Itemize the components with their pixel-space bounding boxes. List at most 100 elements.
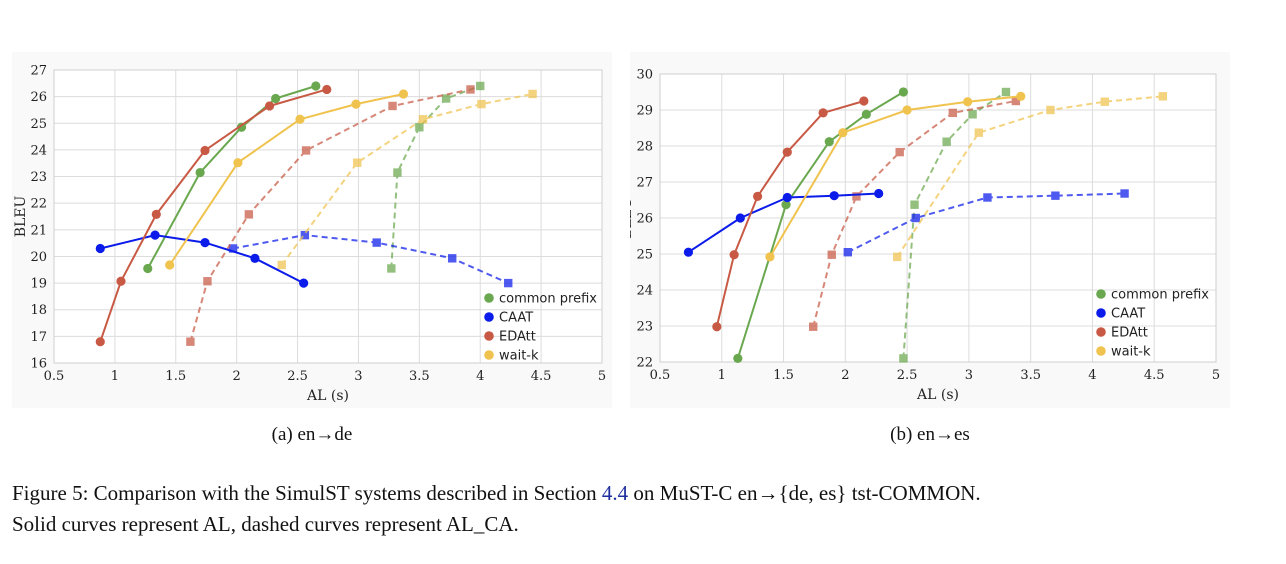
data-point-circle	[902, 105, 912, 115]
data-point-circle	[818, 108, 828, 118]
y-tick-label: 25	[636, 248, 653, 263]
legend-label-caat: CAAT	[1111, 307, 1145, 322]
legend-label-common-prefix: common prefix	[1111, 288, 1209, 303]
data-point-circle	[735, 213, 745, 223]
x-tick-label: 5	[1212, 368, 1220, 383]
data-point-circle	[753, 191, 763, 201]
data-point-square	[1051, 191, 1060, 200]
series-caat-al-ca	[228, 230, 513, 288]
data-point-square	[895, 147, 904, 157]
x-tick-label: 3.5	[409, 369, 430, 384]
section-reference-link[interactable]: 4.4	[601, 481, 629, 505]
data-point-square	[948, 108, 958, 118]
series-caat-al-ca	[843, 189, 1129, 257]
y-tick-label: 22	[636, 356, 653, 371]
x-tick-label: 4.5	[1144, 368, 1165, 383]
plot-area	[54, 70, 602, 363]
legend-label-wait-k: wait-k	[499, 349, 539, 364]
data-point-circle	[861, 109, 871, 119]
data-point-circle	[143, 263, 153, 274]
data-point-square	[893, 252, 902, 262]
x-tick-label: 0.5	[650, 368, 671, 383]
data-point-square	[301, 146, 311, 155]
data-point-circle	[233, 158, 243, 168]
data-point-circle	[898, 87, 909, 97]
legend-marker	[1096, 346, 1106, 356]
data-point-square	[388, 101, 397, 111]
legend-marker	[1096, 308, 1106, 318]
series-line	[189, 88, 471, 342]
legend-label-edatt: EDAtt	[499, 330, 536, 345]
series-wait-k-al	[165, 89, 409, 270]
y-tick-label: 27	[30, 64, 47, 79]
series-wait-k-al	[765, 91, 1026, 262]
x-axis-title: AL (s)	[306, 388, 349, 404]
data-point-circle	[250, 253, 260, 263]
data-point-square	[809, 322, 818, 331]
data-point-square	[372, 238, 381, 247]
series-common-prefix-al-ca	[387, 81, 485, 273]
data-point-square	[852, 192, 861, 201]
caption-line-1: Figure 5: Comparison with the SimulST sy…	[12, 478, 1272, 509]
data-point-square	[186, 337, 195, 346]
legend-marker	[484, 312, 494, 322]
data-point-circle	[271, 93, 281, 104]
data-point-circle	[733, 353, 743, 363]
series-line	[715, 100, 865, 327]
data-point-circle	[765, 252, 775, 262]
data-point-square	[448, 254, 457, 263]
plot-border	[659, 73, 1217, 363]
y-tick-label: 21	[30, 223, 47, 238]
data-point-circle	[874, 188, 884, 199]
data-point-square	[393, 168, 402, 177]
data-point-square	[1001, 87, 1011, 97]
data-point-square	[415, 123, 424, 132]
legend-label-wait-k: wait-k	[1111, 345, 1151, 360]
y-tick-label: 26	[30, 90, 47, 105]
legend-marker	[484, 293, 494, 303]
data-point-circle	[95, 337, 105, 347]
data-point-square	[974, 128, 983, 137]
y-axis-title: BLEU	[13, 196, 29, 238]
y-tick-label: 22	[30, 197, 47, 212]
x-axis-title: AL (s)	[916, 387, 959, 403]
data-point-square	[528, 89, 537, 99]
caption-text-2: on MuST-C en→{de, es} tst-COMMON.	[628, 481, 981, 505]
legend-marker	[1096, 289, 1106, 299]
data-point-circle	[236, 122, 247, 132]
x-tick-label: 3	[965, 368, 973, 383]
data-point-circle	[683, 247, 694, 257]
data-point-circle	[859, 96, 869, 106]
legend-label-common-prefix: common prefix	[499, 292, 597, 307]
x-tick-label: 3	[354, 369, 362, 384]
data-point-circle	[781, 200, 791, 210]
data-point-square	[203, 277, 212, 286]
x-tick-label: 5	[598, 369, 606, 384]
y-axis-title: BLEU	[630, 197, 635, 239]
series-caat-al	[683, 188, 884, 257]
data-point-square	[1011, 96, 1021, 106]
y-tick-label: 17	[30, 330, 47, 345]
x-tick-label: 3.5	[1020, 368, 1041, 383]
series-line	[99, 88, 328, 343]
data-point-square	[1100, 97, 1109, 106]
data-point-square	[418, 115, 428, 124]
y-tick-label: 30	[636, 68, 653, 83]
plot-border	[53, 69, 603, 364]
data-point-square	[911, 213, 920, 223]
chart-panel-en-de: 0.5 1 1.5 2 2.5 3 3.5 4 4.5 5 16 17 18 19 20 21 22 23 24 25…	[12, 52, 612, 408]
legend-marker	[484, 331, 494, 341]
data-point-circle	[712, 322, 722, 332]
data-point-circle	[838, 128, 848, 138]
data-point-square	[968, 110, 977, 119]
x-tick-label: 1.5	[773, 368, 794, 383]
y-tick-label: 19	[30, 277, 47, 292]
x-tick-label: 4	[1088, 368, 1096, 383]
legend: common prefix CAAT EDAtt wait-k	[1096, 288, 1209, 360]
data-point-circle	[729, 250, 739, 260]
data-point-square	[244, 210, 254, 219]
subcaption-en-es: (b) en→es	[890, 424, 970, 445]
x-tick-label: 4	[476, 369, 484, 384]
data-point-square	[1158, 92, 1168, 101]
series-edatt-al	[95, 84, 332, 347]
